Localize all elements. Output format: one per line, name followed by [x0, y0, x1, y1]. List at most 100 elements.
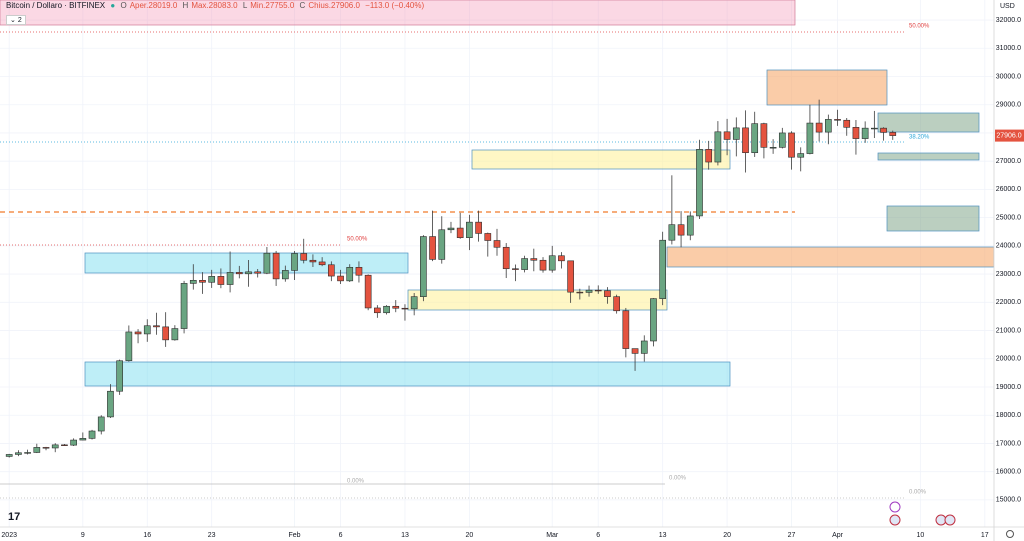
change: −113.0 (−0.40%)	[365, 1, 425, 10]
candle-body	[778, 132, 786, 148]
candle-body	[723, 131, 731, 140]
candle-body	[751, 123, 759, 154]
candle-body	[493, 240, 501, 248]
ohlc-key: O	[120, 1, 127, 10]
x-tick-label: 20	[465, 532, 473, 539]
candle-body	[558, 255, 565, 262]
axis-unit: USD	[1000, 3, 1015, 10]
candle-body	[116, 360, 123, 392]
candle-body	[318, 261, 326, 266]
ohlc-value: Chius.27906.0	[308, 1, 360, 10]
x-tick-label: 20	[723, 532, 731, 539]
candle-body	[466, 221, 473, 238]
candle-body	[502, 246, 510, 270]
fib-lines: 50.00% 50.00% 38.20% 0.00% 0.00% 0.00%	[0, 24, 930, 499]
candle-body	[576, 291, 584, 294]
candle-body	[871, 127, 878, 130]
candle-body	[456, 227, 464, 238]
indicator-count: 2	[17, 17, 22, 24]
candle-body	[143, 325, 151, 335]
symbol-header: Bitcoin / Dollaro · BITFINEX ● O Aper.280…	[6, 1, 427, 10]
x-tick-label: 13	[659, 532, 667, 539]
candle-body	[291, 253, 298, 271]
symbol: Bitcoin / Dollaro · BITFINEX	[6, 1, 106, 10]
y-tick-label: 26000.0	[996, 186, 1021, 193]
x-tick-label: 23	[208, 532, 216, 539]
x-tick-label: 16	[143, 532, 151, 539]
y-tick-label: 17000.0	[996, 440, 1021, 447]
candle-body	[806, 122, 814, 154]
y-tick-label: 25000.0	[996, 214, 1021, 221]
zone	[407, 289, 668, 311]
candle-body	[429, 236, 436, 260]
fib-label: 50.00%	[909, 24, 930, 30]
flag-icon[interactable]	[944, 514, 956, 526]
candle-body	[613, 296, 620, 312]
ohlc-key: L	[242, 1, 248, 10]
zone	[666, 246, 995, 268]
y-tick-label: 24000.0	[996, 243, 1021, 250]
candle-body	[24, 452, 31, 454]
candle-body	[815, 122, 823, 133]
candle-body	[272, 252, 280, 280]
candle-body	[594, 289, 602, 292]
candle-body	[824, 119, 832, 133]
y-tick-label: 29000.0	[996, 102, 1021, 109]
candle-body	[420, 236, 427, 297]
time-axis	[0, 527, 1024, 541]
fib-label: 0.00%	[909, 490, 927, 496]
candle-body	[742, 127, 749, 154]
candle-body	[484, 233, 492, 241]
y-tick-label: 16000.0	[996, 469, 1021, 476]
candle-body	[475, 221, 482, 234]
candle-body	[33, 447, 41, 453]
candle-body	[61, 444, 68, 446]
price-axis	[994, 0, 1024, 541]
candle-body	[530, 258, 538, 261]
settings-button[interactable]	[1006, 530, 1014, 538]
candle-body	[107, 390, 114, 418]
candle-body	[162, 326, 170, 341]
fib-label: 0.00%	[347, 479, 365, 485]
x-tick-label: 13	[401, 532, 409, 539]
candle-body	[705, 149, 713, 163]
zone	[886, 205, 980, 232]
candle-body	[521, 258, 528, 270]
candle-body	[374, 307, 381, 314]
candle-body	[696, 149, 703, 217]
candle-body	[512, 268, 519, 270]
fib-label: 0.00%	[669, 476, 687, 482]
event-icon[interactable]	[889, 501, 901, 513]
y-tick-label: 19000.0	[996, 384, 1021, 391]
candle-body	[677, 224, 685, 236]
candle-body	[668, 224, 676, 241]
candle-body	[217, 276, 225, 285]
candle-body	[852, 127, 860, 139]
indicator-toggle[interactable]: ⌄ 2	[6, 15, 26, 25]
candle-body	[263, 252, 271, 274]
candle-body	[226, 272, 234, 285]
ohlc-value: Max.28083.0	[191, 1, 238, 10]
candle-body	[650, 298, 657, 342]
candle-body	[245, 271, 252, 275]
candle-body	[134, 331, 142, 335]
candle-body	[880, 127, 887, 133]
price-tag	[995, 129, 1024, 142]
zone	[84, 361, 731, 387]
x-tick-label: 17	[981, 532, 989, 539]
candle-body	[438, 229, 446, 260]
candles	[5, 99, 897, 458]
ohlc-value: Min.27755.0	[250, 1, 295, 10]
x-tick-label: 27	[788, 532, 796, 539]
candle-body	[889, 132, 897, 136]
y-tick-label: 27000.0	[996, 158, 1021, 165]
status-dot: ●	[110, 1, 116, 10]
candle-body	[189, 279, 197, 284]
candle-body	[401, 307, 409, 310]
zone	[877, 112, 980, 133]
candle-body	[797, 153, 805, 158]
zone	[766, 69, 888, 106]
flag-icon[interactable]	[889, 514, 901, 526]
